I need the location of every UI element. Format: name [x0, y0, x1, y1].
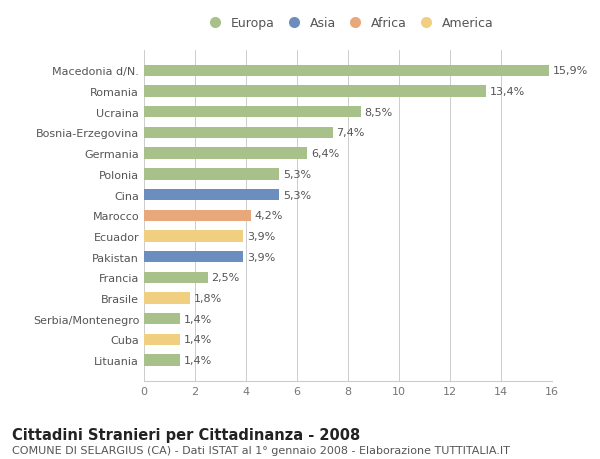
Text: 3,9%: 3,9% — [247, 252, 275, 262]
Legend: Europa, Asia, Africa, America: Europa, Asia, Africa, America — [202, 17, 494, 30]
Text: 4,2%: 4,2% — [255, 211, 283, 221]
Text: 1,4%: 1,4% — [184, 314, 212, 324]
Text: Cittadini Stranieri per Cittadinanza - 2008: Cittadini Stranieri per Cittadinanza - 2… — [12, 427, 360, 442]
Bar — [144, 231, 244, 242]
Bar — [144, 86, 486, 97]
Bar — [144, 252, 244, 263]
Text: 5,3%: 5,3% — [283, 190, 311, 200]
Bar — [144, 355, 180, 366]
Text: COMUNE DI SELARGIUS (CA) - Dati ISTAT al 1° gennaio 2008 - Elaborazione TUTTITAL: COMUNE DI SELARGIUS (CA) - Dati ISTAT al… — [12, 445, 510, 455]
Bar — [144, 210, 251, 221]
Bar — [144, 293, 190, 304]
Text: 2,5%: 2,5% — [212, 273, 240, 283]
Bar — [144, 334, 180, 345]
Text: 1,4%: 1,4% — [184, 355, 212, 365]
Text: 7,4%: 7,4% — [337, 128, 365, 138]
Text: 1,8%: 1,8% — [194, 293, 222, 303]
Bar — [144, 190, 279, 201]
Text: 13,4%: 13,4% — [490, 87, 525, 97]
Text: 1,4%: 1,4% — [184, 335, 212, 345]
Bar — [144, 148, 307, 159]
Bar — [144, 272, 208, 283]
Text: 5,3%: 5,3% — [283, 169, 311, 179]
Text: 3,9%: 3,9% — [247, 231, 275, 241]
Text: 15,9%: 15,9% — [553, 66, 589, 76]
Text: 6,4%: 6,4% — [311, 149, 339, 159]
Bar — [144, 313, 180, 325]
Bar — [144, 128, 333, 139]
Bar — [144, 169, 279, 180]
Bar — [144, 66, 550, 77]
Text: 8,5%: 8,5% — [365, 107, 393, 118]
Bar — [144, 107, 361, 118]
